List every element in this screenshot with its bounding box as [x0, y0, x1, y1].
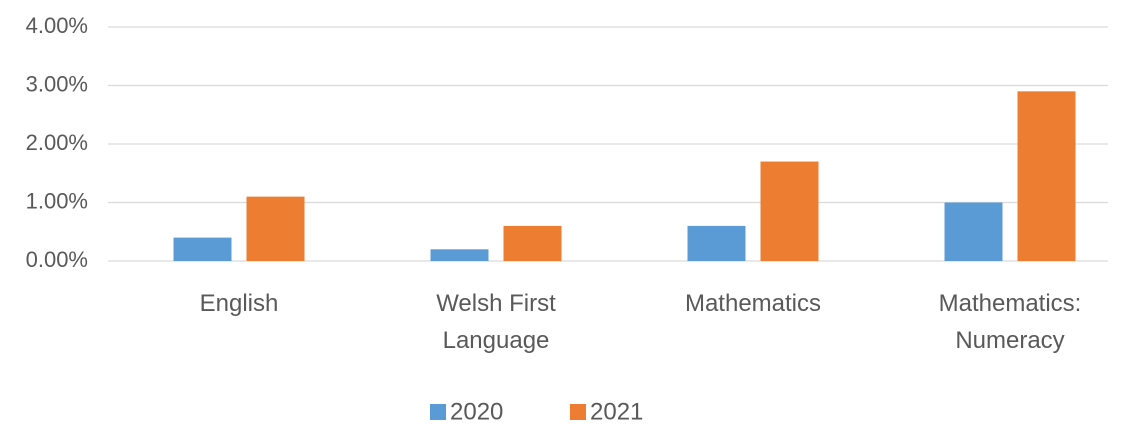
- bar: [1017, 91, 1076, 261]
- y-tick-label: 1.00%: [26, 188, 88, 213]
- y-tick-label: 2.00%: [26, 130, 88, 155]
- bar: [760, 161, 819, 261]
- bar: [944, 202, 1003, 261]
- bar: [503, 225, 562, 261]
- x-tick-label: English: [199, 290, 279, 317]
- legend-swatch: [570, 404, 586, 420]
- legend-label: 2020: [450, 398, 503, 425]
- x-tick-label: Mathematics: Numeracy: [938, 290, 1082, 354]
- legend-label: 2021: [590, 398, 643, 425]
- y-tick-label: 0.00%: [26, 247, 88, 272]
- bar: [687, 225, 746, 261]
- y-tick-label: 3.00%: [26, 71, 88, 96]
- x-tick-label: Mathematics: [684, 290, 822, 317]
- y-tick-label: 4.00%: [26, 13, 88, 38]
- legend-swatch: [430, 404, 446, 420]
- bar: [430, 249, 489, 261]
- x-tick-label: Welsh First Language: [436, 290, 556, 354]
- bar: [173, 237, 232, 261]
- bar: [246, 196, 305, 261]
